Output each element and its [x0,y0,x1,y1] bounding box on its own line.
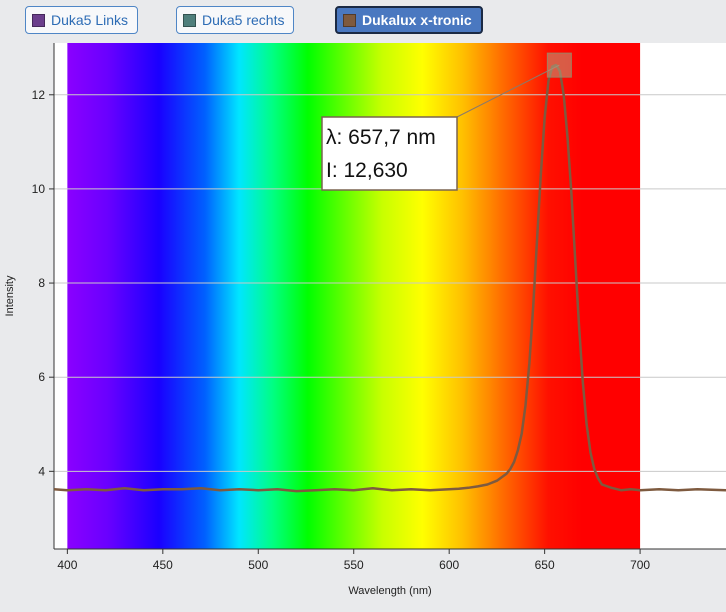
y-tick-label: 12 [32,88,46,102]
y-tick-label: 6 [38,370,45,384]
series-line-dukalux-x-tronic [53,63,726,493]
legend-button-duka5-rechts[interactable]: Duka5 rechts [176,6,295,34]
tooltip-intensity: I: 12,630 [326,159,408,182]
tooltip-wavelength: λ: 657,7 nm [326,126,436,149]
legend-swatch [183,13,196,27]
x-tick-label: 400 [57,558,77,572]
x-axis-label: Wavelength (nm) [348,585,431,597]
legend-label: Duka5 Links [51,12,129,28]
peak-highlight [456,52,572,118]
legend-label: Dukalux x-tronic [362,12,472,28]
y-axis-label: Intensity [4,275,16,316]
x-tick-label: 500 [248,558,268,572]
x-tick-label: 450 [153,558,173,572]
x-tick-label: 650 [535,558,555,572]
series-lines [53,63,726,493]
y-tick-label: 10 [32,182,46,196]
x-tick-label: 600 [439,558,459,572]
peak-tooltip: λ: 657,7 nm I: 12,630 [321,116,458,191]
y-tick-label: 8 [38,276,45,290]
x-tick-label: 550 [344,558,364,572]
tooltip-box [321,116,458,191]
legend-swatch [343,13,356,27]
legend-swatch [32,13,45,27]
legend-label: Duka5 rechts [202,12,285,28]
tooltip-leader-line [456,64,560,118]
axes: 400 450 500 550 600 650 700 4 6 8 10 12 [32,43,726,572]
peak-marker [546,52,572,78]
legend-button-duka5-links[interactable]: Duka5 Links [25,6,139,34]
legend-button-dukalux-x-tronic[interactable]: Dukalux x-tronic [335,6,483,34]
x-tick-label: 700 [630,558,650,572]
y-tick-label: 4 [38,464,45,478]
